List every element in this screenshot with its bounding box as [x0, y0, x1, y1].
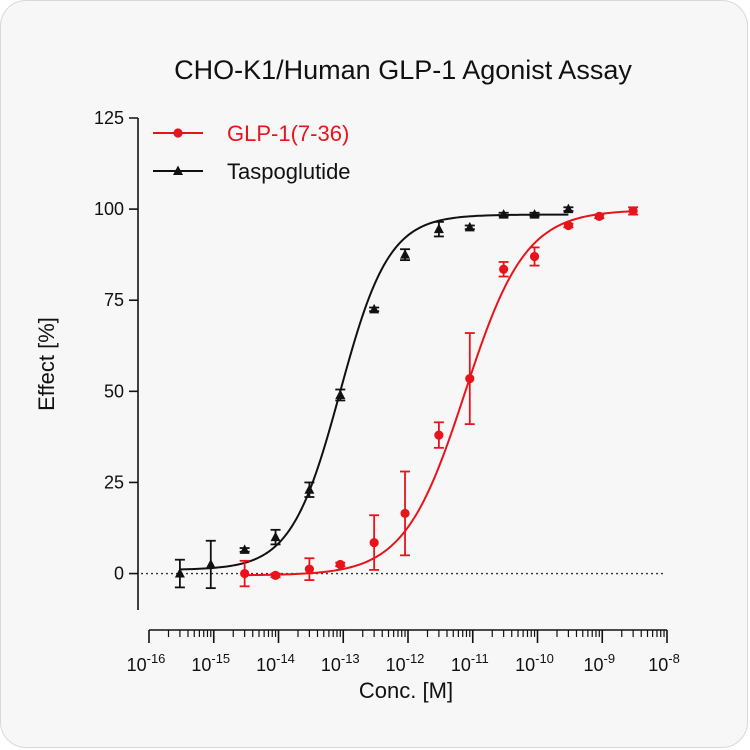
triangle-marker: [529, 209, 540, 219]
data-point-glp1: [529, 246, 540, 267]
triangle-marker: [239, 544, 250, 554]
chart-title: CHO-K1/Human GLP-1 Agonist Assay: [174, 55, 632, 85]
data-point-taspoglutide: [563, 203, 574, 214]
data-point-glp1: [628, 206, 639, 216]
triangle-marker: [464, 221, 475, 232]
circle-marker: [304, 564, 314, 574]
data-point-taspoglutide: [498, 209, 509, 219]
data-point-taspoglutide: [464, 221, 475, 232]
legend-label: GLP-1(7-36): [227, 121, 349, 146]
x-tick-label: 10-11: [451, 651, 489, 675]
y-tick-label: 50: [104, 381, 124, 401]
circle-marker: [563, 220, 573, 231]
x-tick-base: 10: [127, 655, 147, 675]
data-point-taspoglutide: [529, 209, 540, 219]
x-tick-exponent: -10: [535, 651, 554, 666]
circle-marker: [369, 537, 379, 548]
x-tick-label: 10-13: [321, 651, 360, 675]
x-tick-exponent: -8: [668, 651, 680, 666]
x-tick-label: 10-16: [127, 651, 166, 675]
legend-label: Taspoglutide: [227, 159, 351, 184]
data-point-taspoglutide: [239, 544, 250, 554]
y-tick-label: 25: [104, 472, 124, 492]
circle-marker: [529, 251, 540, 262]
x-tick-base: 10: [321, 655, 341, 675]
x-tick-base: 10: [256, 655, 276, 675]
data-point-glp1: [563, 220, 574, 231]
y-tick-label: 100: [94, 199, 124, 219]
data-point-glp1: [304, 557, 315, 582]
circle-marker: [240, 568, 250, 579]
fit-curve-glp1: [244, 210, 634, 577]
triangle-marker: [205, 558, 216, 569]
y-tick-label: 125: [94, 108, 124, 128]
x-tick-exponent: -11: [471, 651, 489, 666]
x-tick-exponent: -9: [603, 651, 615, 666]
legend-entry-glp1: GLP-1(7-36): [153, 121, 349, 146]
x-tick-label: 10-10: [515, 651, 554, 675]
data-point-glp1: [464, 332, 475, 426]
y-tick-label: 75: [104, 290, 124, 310]
x-tick-base: 10: [386, 655, 406, 675]
data-point-taspoglutide: [205, 539, 216, 590]
circle-marker: [499, 264, 509, 274]
data-point-taspoglutide: [270, 528, 281, 546]
x-tick-exponent: -13: [341, 651, 360, 666]
data-point-taspoglutide: [433, 220, 444, 238]
data-point-taspoglutide: [369, 303, 380, 314]
data-point-glp1: [400, 470, 411, 557]
x-tick-base: 10: [515, 655, 535, 675]
legend-entry-taspoglutide: Taspoglutide: [153, 159, 351, 184]
circle-marker: [270, 570, 281, 580]
data-point-taspoglutide: [304, 481, 315, 498]
triangle-marker: [270, 531, 281, 542]
circle-marker: [434, 430, 444, 440]
x-tick-exponent: -15: [211, 651, 230, 666]
triangle-marker: [335, 389, 346, 399]
x-tick-exponent: -16: [147, 651, 166, 666]
triangle-marker: [174, 568, 185, 578]
x-tick-base: 10: [583, 655, 603, 675]
x-tick-label: 10-12: [386, 651, 425, 675]
triangle-marker: [563, 203, 574, 214]
y-axis-label: Effect [%]: [34, 317, 59, 411]
data-point-glp1: [270, 570, 281, 580]
data-point-taspoglutide: [174, 558, 185, 589]
x-axis-label: Conc. [M]: [359, 678, 453, 703]
legend-circle-marker: [173, 128, 183, 138]
x-tick-label: 10-14: [256, 651, 295, 675]
circle-marker: [594, 211, 604, 221]
x-tick-label: 10-8: [648, 651, 680, 675]
circle-marker: [335, 559, 345, 570]
x-tick-exponent: -12: [406, 651, 425, 666]
triangle-marker: [433, 223, 444, 234]
triangle-marker: [400, 249, 411, 259]
circle-marker: [628, 206, 638, 216]
data-point-glp1: [239, 559, 250, 588]
y-tick-label: 0: [114, 564, 124, 584]
data-point-taspoglutide: [335, 388, 346, 402]
x-tick-base: 10: [191, 655, 211, 675]
data-point-glp1: [433, 421, 444, 449]
data-point-glp1: [594, 211, 605, 221]
data-point-glp1: [498, 261, 509, 278]
x-tick-label: 10-15: [191, 651, 230, 675]
data-point-glp1: [335, 559, 346, 570]
x-tick-base: 10: [451, 655, 471, 675]
data-point-taspoglutide: [400, 248, 411, 262]
triangle-marker: [498, 209, 509, 219]
circle-marker: [465, 373, 475, 384]
legend-triangle-marker: [173, 165, 183, 175]
circle-marker: [400, 508, 410, 519]
data-point-glp1: [369, 514, 380, 571]
x-tick-exponent: -14: [276, 651, 295, 666]
triangle-marker: [369, 303, 380, 314]
x-tick-label: 10-9: [583, 651, 615, 675]
triangle-marker: [304, 484, 315, 494]
x-tick-base: 10: [648, 655, 668, 675]
